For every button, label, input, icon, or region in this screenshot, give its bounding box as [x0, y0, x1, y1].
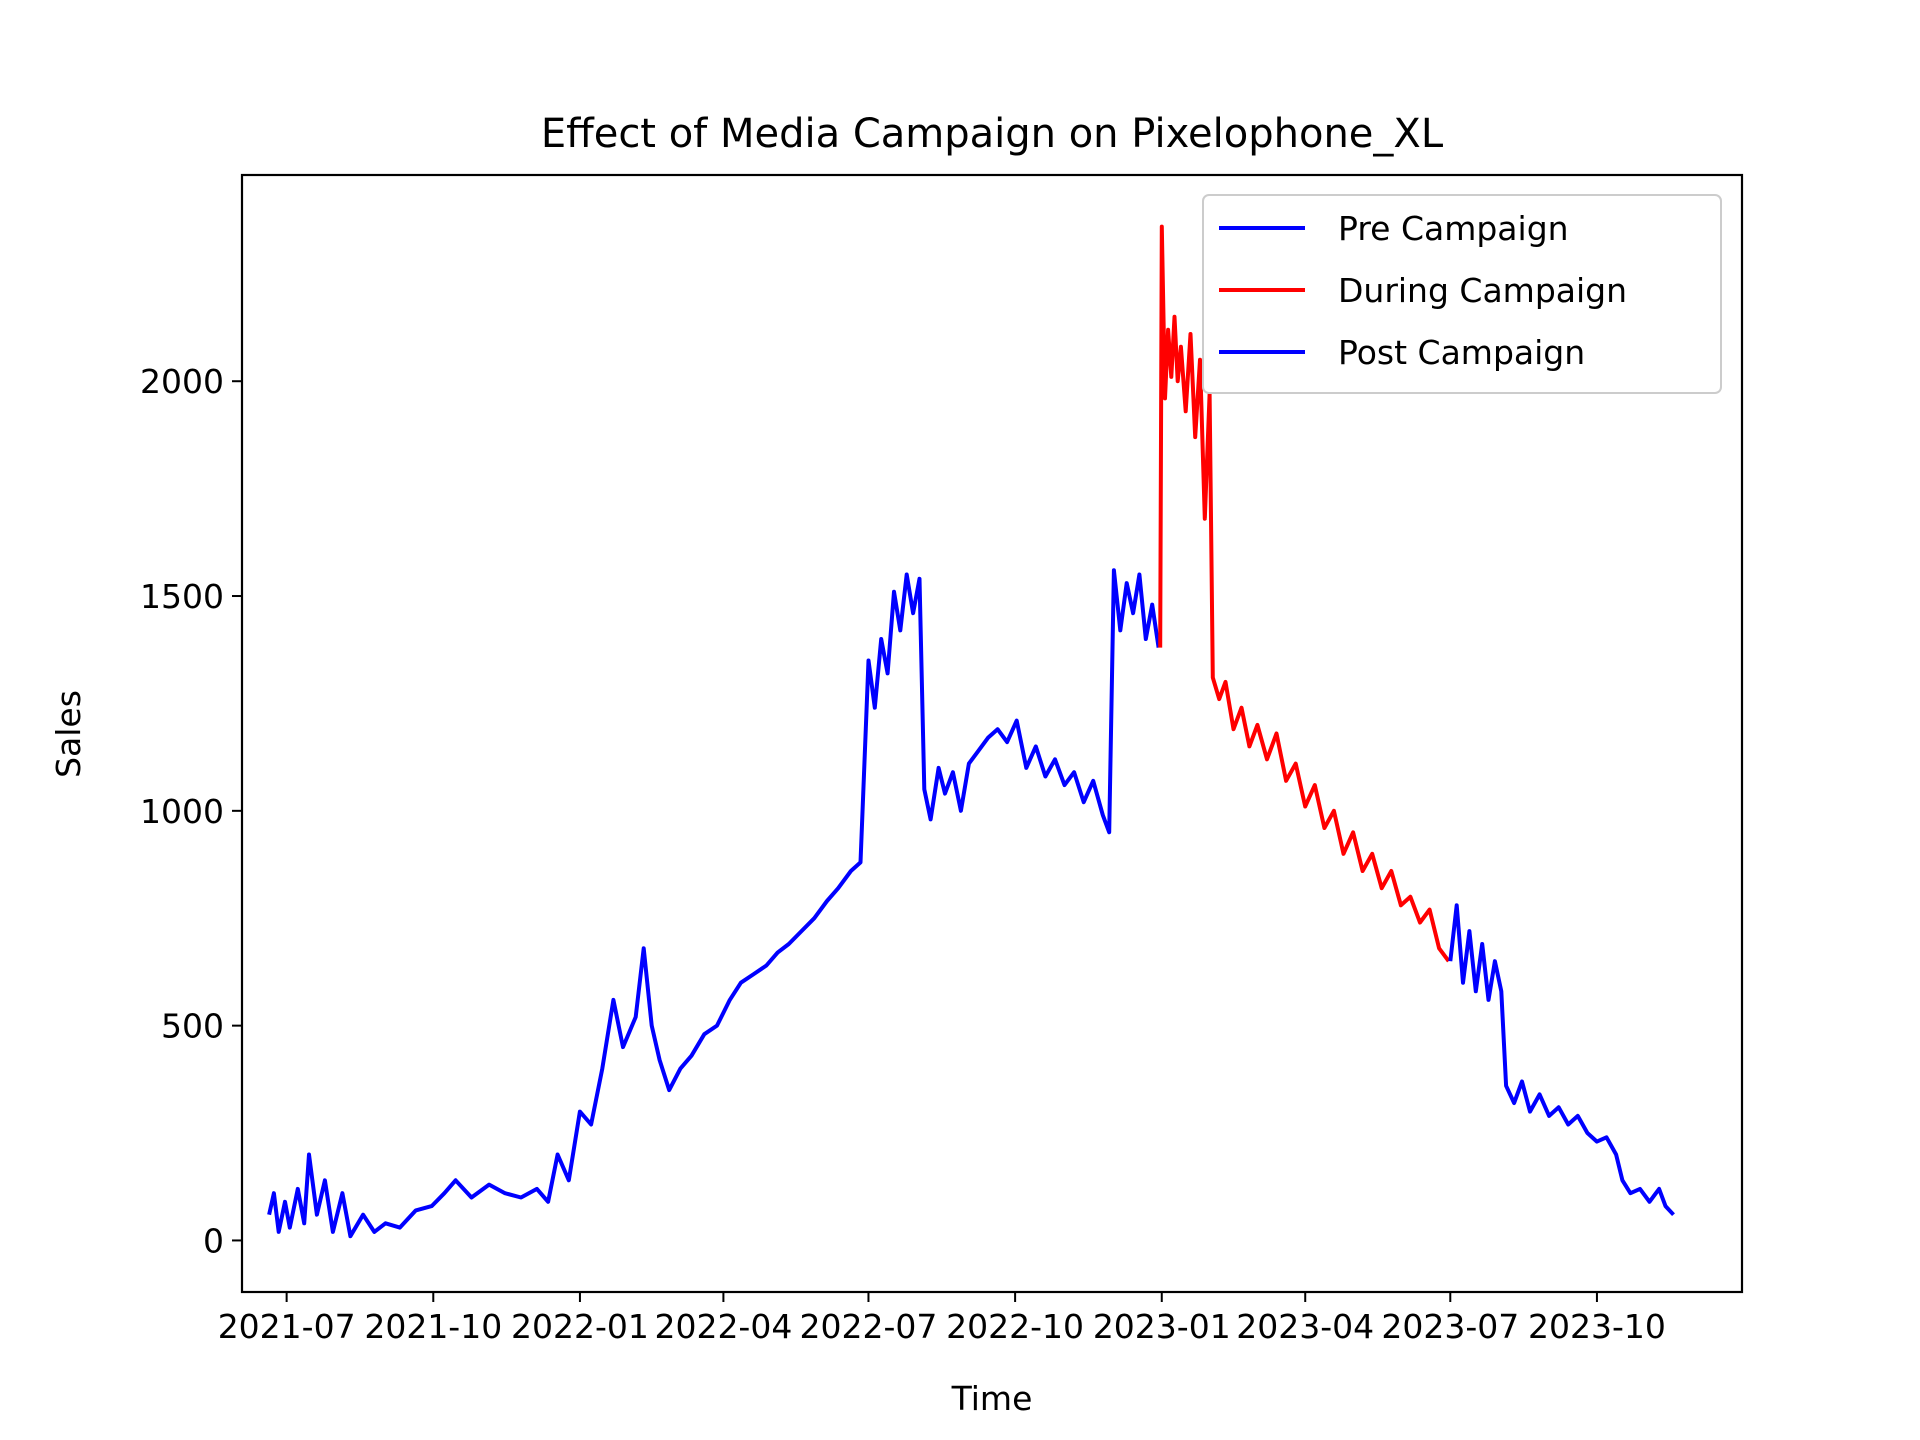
x-tick-label-8: 2023-07 [1381, 1307, 1519, 1346]
x-tick-label-4: 2022-07 [800, 1307, 938, 1346]
y-axis: 0 500 1000 1500 2000 [140, 362, 242, 1260]
y-tick-label-4: 2000 [140, 362, 224, 401]
x-tick-label-1: 2021-10 [364, 1307, 502, 1346]
legend-label-during: During Campaign [1338, 271, 1627, 310]
legend-label-post: Post Campaign [1338, 333, 1585, 372]
x-tick-label-7: 2023-04 [1236, 1307, 1374, 1346]
y-tick-label-2: 1000 [140, 792, 224, 831]
x-axis-title: Time [951, 1379, 1033, 1418]
x-axis: 2021-07 2021-10 2022-01 2022-04 2022-07 2022-… [218, 1292, 1666, 1346]
x-tick-label-9: 2023-10 [1528, 1307, 1666, 1346]
x-tick-label-5: 2022-10 [946, 1307, 1084, 1346]
x-tick-label-2: 2022-01 [511, 1307, 649, 1346]
y-tick-label-0: 0 [203, 1221, 224, 1260]
series-line-1 [1158, 224, 1451, 963]
x-tick-label-6: 2023-01 [1093, 1307, 1231, 1346]
y-tick-label-3: 1500 [140, 577, 224, 616]
x-tick-label-3: 2022-04 [654, 1307, 792, 1346]
legend-label-pre: Pre Campaign [1338, 209, 1569, 248]
x-tick-label-0: 2021-07 [218, 1307, 356, 1346]
series-line-0 [267, 568, 1161, 1239]
legend-box [1202, 194, 1722, 394]
legend: Pre Campaign During Campaign Post Campai… [1202, 194, 1722, 394]
y-axis-title: Sales [49, 690, 88, 778]
y-tick-label-1: 500 [161, 1007, 224, 1046]
series-line-2 [1448, 903, 1675, 1217]
series-layer [267, 224, 1675, 1239]
chart-title: Effect of Media Campaign on Pixelophone_… [541, 111, 1444, 157]
plot-frame [240, 173, 1744, 1294]
